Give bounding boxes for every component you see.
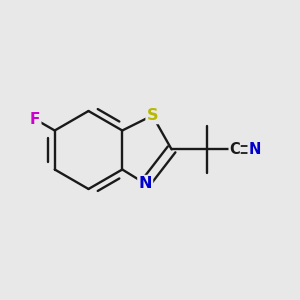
Text: S: S: [147, 108, 158, 123]
Text: N: N: [248, 142, 261, 157]
Text: C: C: [229, 142, 240, 157]
Text: N: N: [138, 176, 152, 191]
Text: F: F: [30, 112, 40, 127]
